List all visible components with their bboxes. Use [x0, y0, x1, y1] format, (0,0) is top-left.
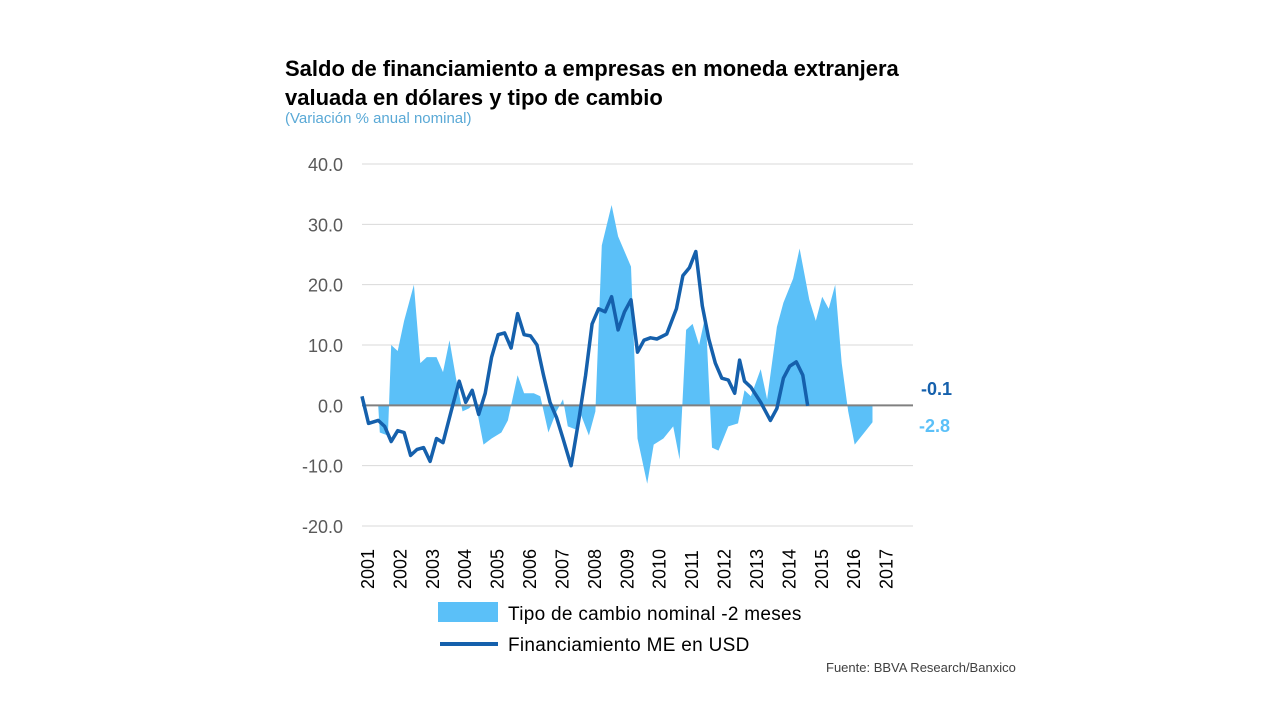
legend-area-label: Tipo de cambio nominal -2 meses [508, 604, 802, 625]
end-value-labels: -0.1 -2.8 [919, 379, 952, 436]
y-tick-label: 10.0 [308, 336, 343, 356]
x-tick-label: 2003 [423, 549, 443, 589]
legend-area-swatch [438, 602, 498, 622]
chart-title: Saldo de financiamiento a empresas en mo… [285, 54, 899, 112]
chart-title-line1: Saldo de financiamiento a empresas en mo… [285, 56, 899, 81]
x-tick-label: 2016 [844, 549, 864, 589]
end-label-financiamiento: -0.1 [921, 379, 952, 399]
x-tick-label: 2001 [358, 549, 378, 589]
x-tick-label: 2011 [682, 550, 702, 589]
x-tick-label: 2013 [747, 549, 767, 589]
legend-line-label: Financiamiento ME en USD [508, 635, 750, 656]
x-tick-label: 2007 [552, 549, 572, 589]
line-series-financiamiento [360, 249, 810, 468]
x-tick-label: 2002 [390, 549, 410, 589]
source-note: Fuente: BBVA Research/Banxico [826, 660, 1016, 675]
y-tick-label: -10.0 [302, 457, 343, 477]
x-tick-label: 2010 [650, 549, 670, 589]
x-tick-label: 2014 [779, 549, 799, 589]
y-tick-label: 40.0 [308, 155, 343, 175]
y-tick-label: 20.0 [308, 276, 343, 296]
chart-subtitle: (Variación % anual nominal) [285, 110, 472, 127]
x-tick-label: 2005 [488, 549, 508, 589]
legend: Tipo de cambio nominal -2 meses Financia… [438, 602, 802, 656]
x-tick-label: 2008 [585, 549, 605, 589]
x-axis-ticks: 2001 2002 2003 2004 2005 2006 2007 2008 2009 2010… [358, 549, 897, 589]
y-tick-label: 0.0 [318, 396, 343, 416]
x-tick-label: 2015 [812, 549, 832, 589]
x-tick-label: 2004 [455, 549, 475, 589]
x-tick-label: 2012 [715, 549, 735, 589]
end-label-tipo-de-cambio: -2.8 [919, 416, 950, 436]
y-axis-ticks: 40.0 30.0 20.0 10.0 0.0 -10.0 -20.0 [302, 155, 343, 537]
x-tick-label: 2006 [520, 549, 540, 589]
chart-title-line2: valuada en dólares y tipo de cambio [285, 85, 663, 110]
area-series-tipo-de-cambio [362, 205, 873, 484]
x-tick-label: 2017 [877, 549, 897, 589]
area-series-group [362, 205, 873, 484]
y-tick-label: 30.0 [308, 215, 343, 235]
line-series-group [360, 249, 810, 468]
y-tick-label: -20.0 [302, 517, 343, 537]
x-tick-label: 2009 [617, 549, 637, 589]
